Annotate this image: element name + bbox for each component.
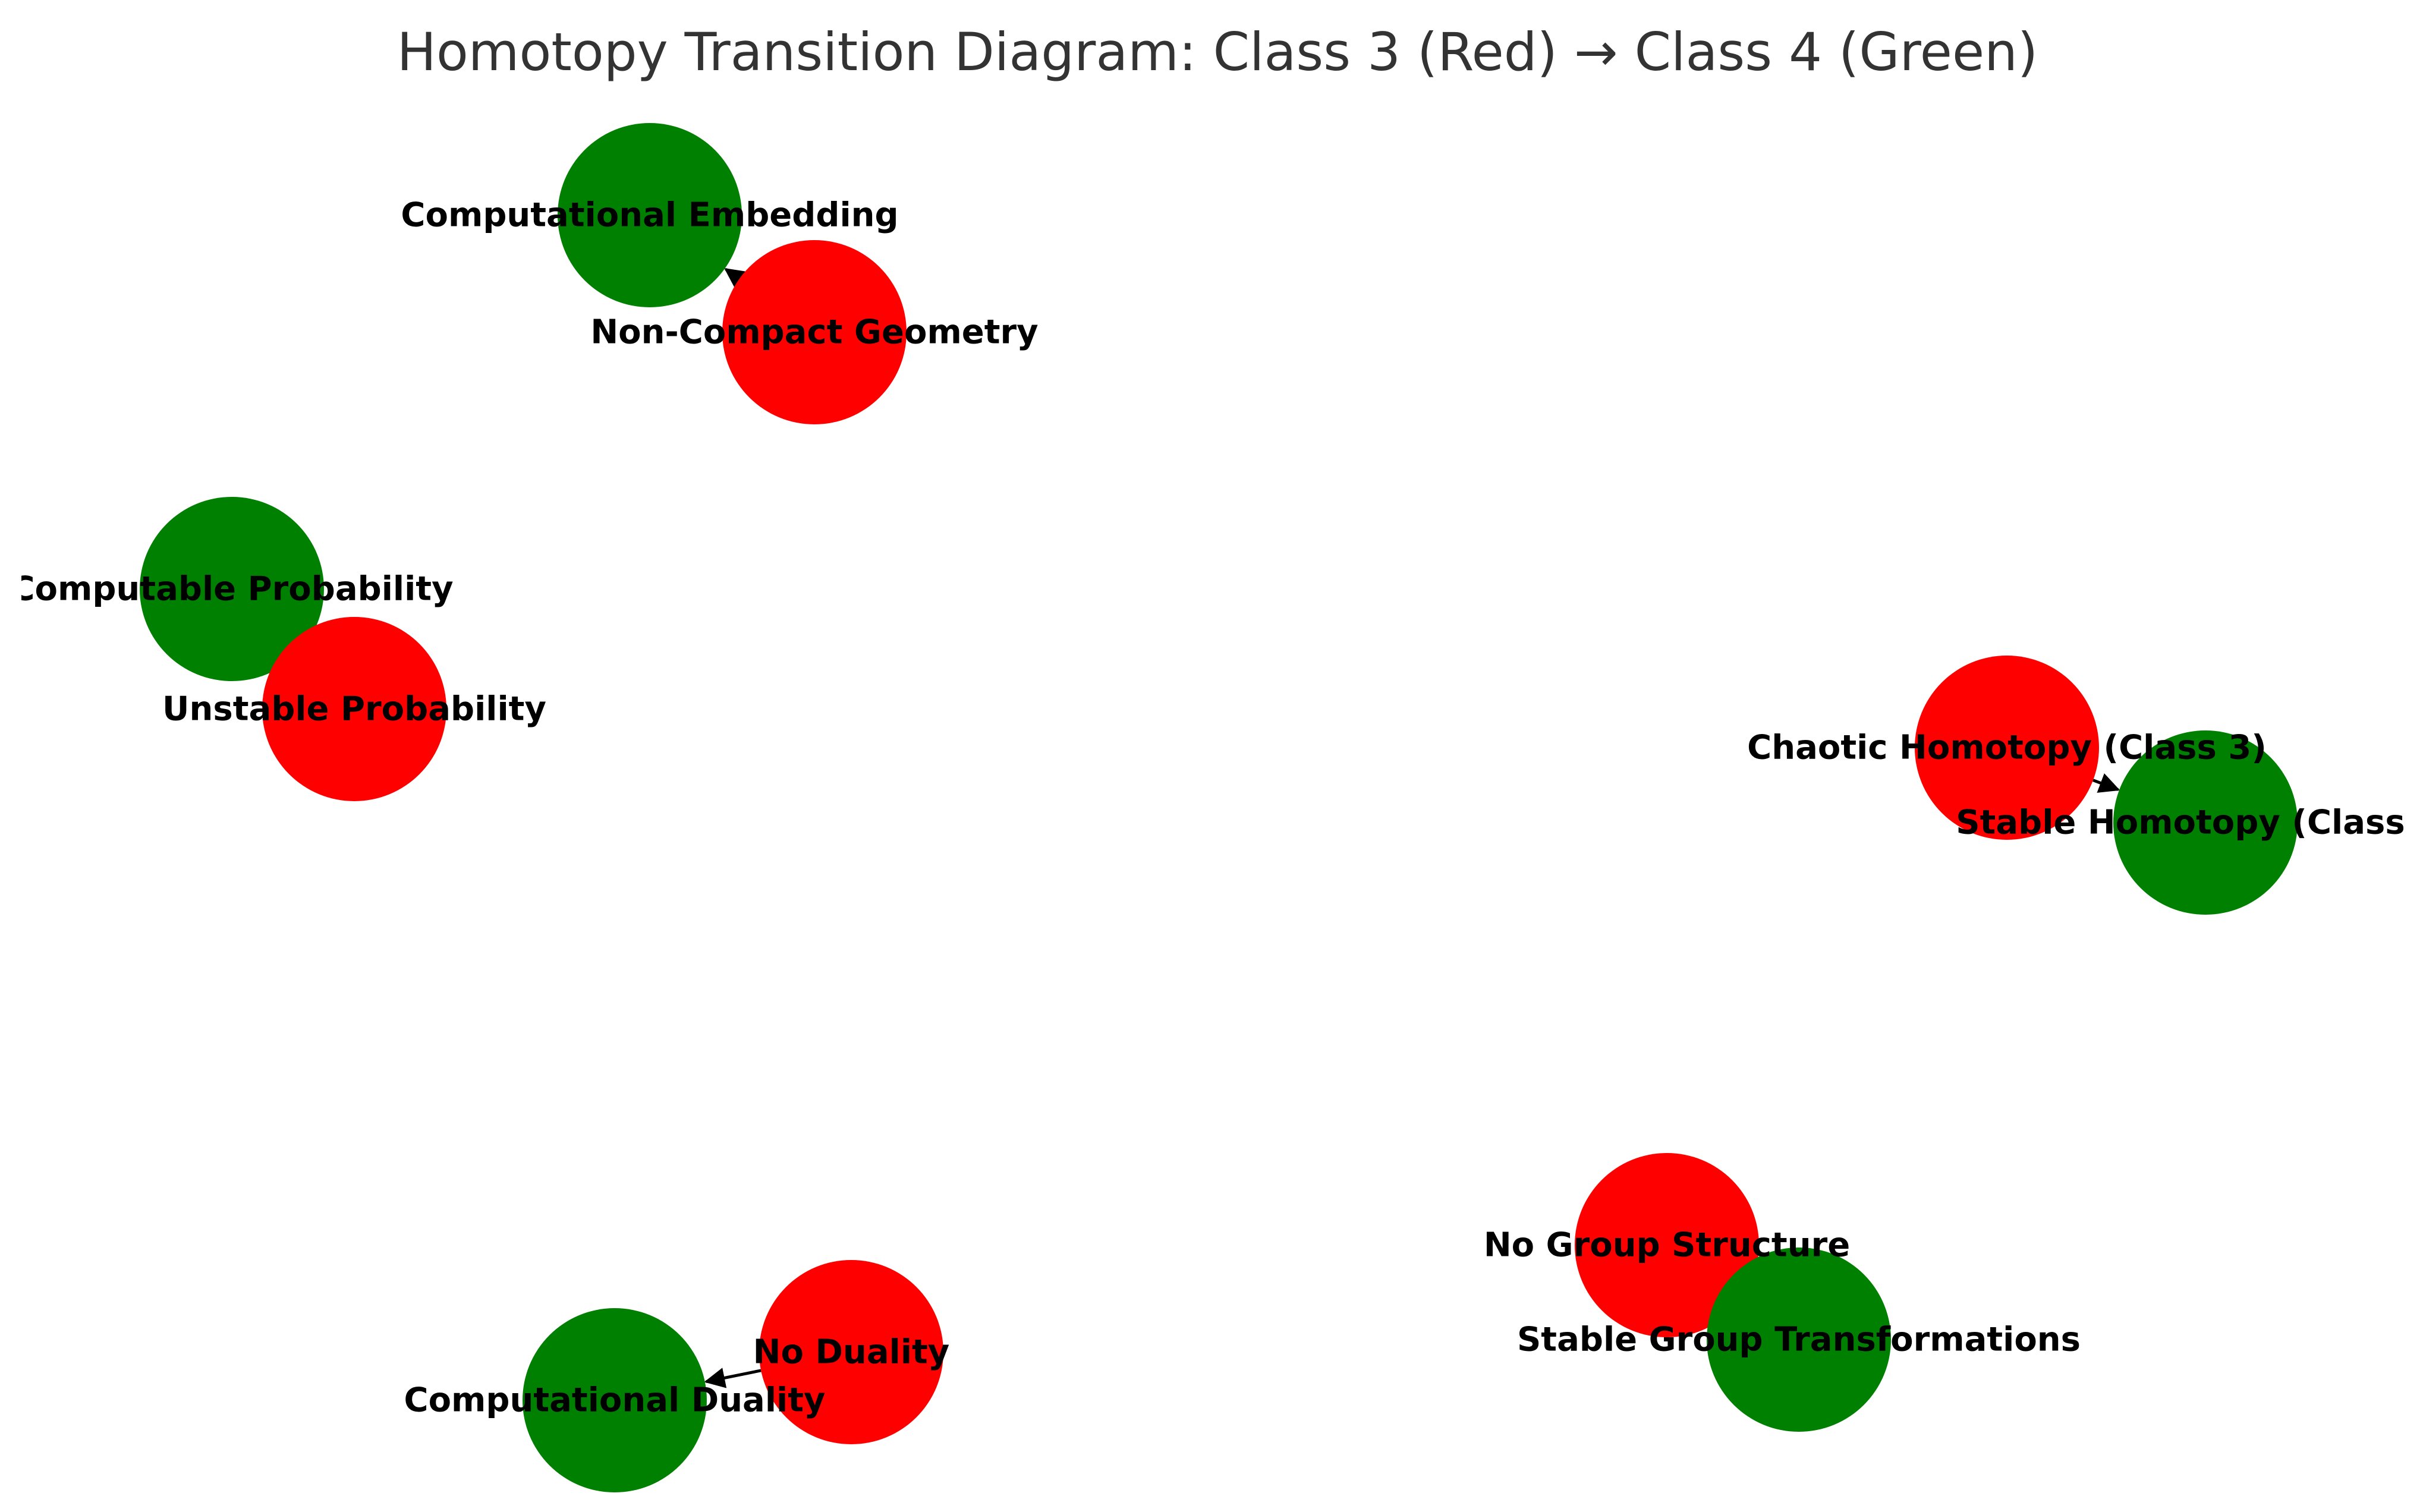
node-computable-probability bbox=[140, 497, 324, 681]
edge-chaotic-homotopy-to-stable-homotopy bbox=[2092, 773, 2120, 793]
node-label-stable-group-transformations: Stable Group Transformations bbox=[1517, 1321, 2081, 1359]
node-label-no-group-structure: No Group Structure bbox=[1484, 1226, 1850, 1265]
node-label-unstable-probability: Unstable Probability bbox=[162, 690, 546, 729]
node-label-no-duality: No Duality bbox=[753, 1333, 950, 1372]
node-no-duality bbox=[759, 1260, 943, 1444]
node-label-stable-homotopy: Stable Homotopy (Class 4) bbox=[1956, 804, 2423, 842]
node-computational-duality bbox=[523, 1308, 707, 1492]
edge-non-compact-geometry-to-computational-embedding bbox=[724, 267, 747, 289]
node-computational-embedding bbox=[558, 123, 742, 307]
node-stable-group-transformations bbox=[1707, 1248, 1891, 1432]
node-non-compact-geometry bbox=[722, 240, 907, 424]
node-stable-homotopy bbox=[2113, 730, 2298, 915]
nodes-layer bbox=[140, 123, 2298, 1492]
node-label-non-compact-geometry: Non-Compact Geometry bbox=[590, 313, 1038, 352]
node-unstable-probability bbox=[262, 617, 446, 801]
node-label-computational-embedding: Computational Embedding bbox=[401, 196, 898, 235]
node-label-chaotic-homotopy: Chaotic Homotopy (Class 3) bbox=[1747, 729, 2267, 767]
node-label-computable-probability: Computable Probability bbox=[10, 570, 453, 609]
node-label-computational-duality: Computational Duality bbox=[404, 1381, 825, 1420]
node-chaotic-homotopy bbox=[1915, 656, 2099, 840]
edge-no-duality-to-computational-duality bbox=[704, 1368, 761, 1388]
diagram-title: Homotopy Transition Diagram: Class 3 (Re… bbox=[397, 21, 2038, 83]
edges-layer bbox=[278, 267, 2120, 1388]
labels-layer: Computational Embedding Non-Compact Geome… bbox=[10, 196, 2423, 1420]
node-no-group-structure bbox=[1575, 1153, 1759, 1337]
